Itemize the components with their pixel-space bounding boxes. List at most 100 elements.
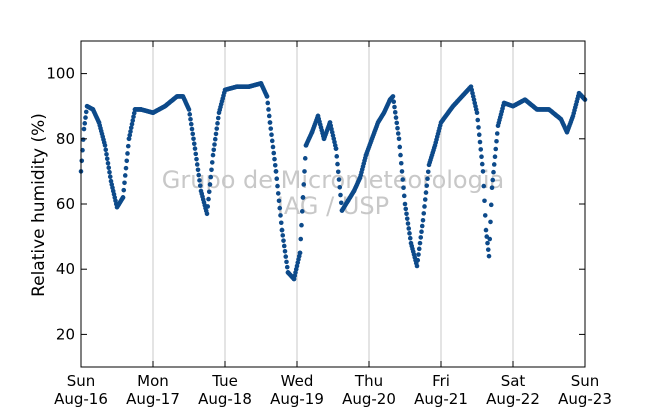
x-tick-day-label: Mon <box>137 372 169 390</box>
data-point <box>404 216 410 221</box>
data-point <box>482 213 488 218</box>
y-tick-label: 20 <box>56 325 75 343</box>
data-point <box>491 169 496 175</box>
data-point <box>424 183 430 188</box>
data-point <box>105 160 111 166</box>
data-point <box>391 99 397 105</box>
x-tick-date-label: Aug-20 <box>342 390 396 408</box>
data-point <box>209 167 214 173</box>
data-point <box>194 162 200 167</box>
data-point <box>212 136 218 142</box>
data-point <box>283 254 289 259</box>
data-point <box>266 107 271 112</box>
x-tick-date-label: Aug-19 <box>270 390 324 408</box>
data-point <box>267 120 273 125</box>
data-point <box>487 236 493 242</box>
data-point <box>284 259 289 265</box>
data-point <box>186 107 192 112</box>
data-point <box>398 160 404 166</box>
data-point <box>275 183 280 189</box>
y-tick-label: 40 <box>56 260 75 278</box>
data-point <box>193 151 199 157</box>
data-point <box>126 136 132 142</box>
data-point <box>400 177 406 182</box>
data-point <box>491 162 497 167</box>
data-point <box>422 197 428 202</box>
watermark-line-1: Grupo de Micrometeorologia <box>162 166 504 194</box>
data-point <box>122 173 128 178</box>
data-point <box>425 176 430 182</box>
data-point <box>392 110 398 115</box>
x-tick-day-label: Tue <box>211 372 238 390</box>
data-point <box>482 198 487 204</box>
data-point <box>334 154 340 159</box>
data-point <box>479 161 485 167</box>
data-point <box>335 169 341 175</box>
data-point <box>403 206 409 212</box>
data-point <box>266 113 272 119</box>
data-point <box>281 243 287 249</box>
data-point <box>79 158 85 164</box>
y-tick-label: 100 <box>46 65 75 83</box>
data-point <box>278 220 284 226</box>
data-point <box>83 109 89 115</box>
data-point <box>80 137 86 142</box>
data-point <box>211 147 217 153</box>
data-point <box>414 263 420 269</box>
data-point <box>404 211 409 217</box>
data-point <box>425 169 431 175</box>
data-point <box>490 177 496 183</box>
data-point <box>421 211 427 216</box>
data-point <box>188 116 193 122</box>
data-point <box>107 174 113 179</box>
data-point <box>272 156 277 162</box>
data-point <box>265 100 271 106</box>
x-tick-date-label: Aug-16 <box>54 390 108 408</box>
data-point <box>282 248 288 254</box>
data-point <box>125 151 130 156</box>
data-point <box>104 156 110 162</box>
data-point <box>275 191 281 196</box>
data-point <box>483 227 489 233</box>
data-point <box>123 165 129 171</box>
data-point <box>394 120 400 126</box>
data-point <box>393 115 399 120</box>
x-tick-day-label: Wed <box>281 372 314 390</box>
data-point <box>401 185 406 190</box>
data-point <box>299 222 304 228</box>
data-point <box>416 252 421 257</box>
y-tick-label: 60 <box>56 195 75 213</box>
data-point <box>124 158 130 164</box>
data-point <box>298 236 304 242</box>
data-point <box>106 165 112 171</box>
data-point <box>399 169 405 174</box>
data-point <box>281 238 286 243</box>
y-axis-label: Relative humidity (%) <box>29 113 49 297</box>
data-point <box>206 196 211 202</box>
data-point <box>398 152 403 158</box>
data-point <box>492 154 498 160</box>
data-point <box>272 162 278 168</box>
data-point <box>481 183 487 189</box>
data-point <box>418 235 424 240</box>
x-tick-day-label: Thu <box>354 372 383 390</box>
data-point <box>279 227 285 233</box>
x-tick-day-label: Sun <box>571 372 600 390</box>
data-point <box>479 154 484 160</box>
data-point <box>485 240 490 246</box>
data-point <box>406 226 412 231</box>
data-point <box>485 247 491 252</box>
data-point <box>276 198 282 204</box>
data-point <box>271 150 277 156</box>
x-tick-date-label: Aug-17 <box>126 390 180 408</box>
data-point <box>208 174 214 180</box>
data-points <box>78 81 588 282</box>
data-point <box>131 110 137 116</box>
data-point <box>127 132 133 138</box>
data-point <box>494 131 500 136</box>
data-point <box>121 187 127 193</box>
data-point <box>104 151 109 157</box>
data-point <box>419 223 425 229</box>
data-point <box>493 146 499 152</box>
data-point <box>277 205 283 211</box>
